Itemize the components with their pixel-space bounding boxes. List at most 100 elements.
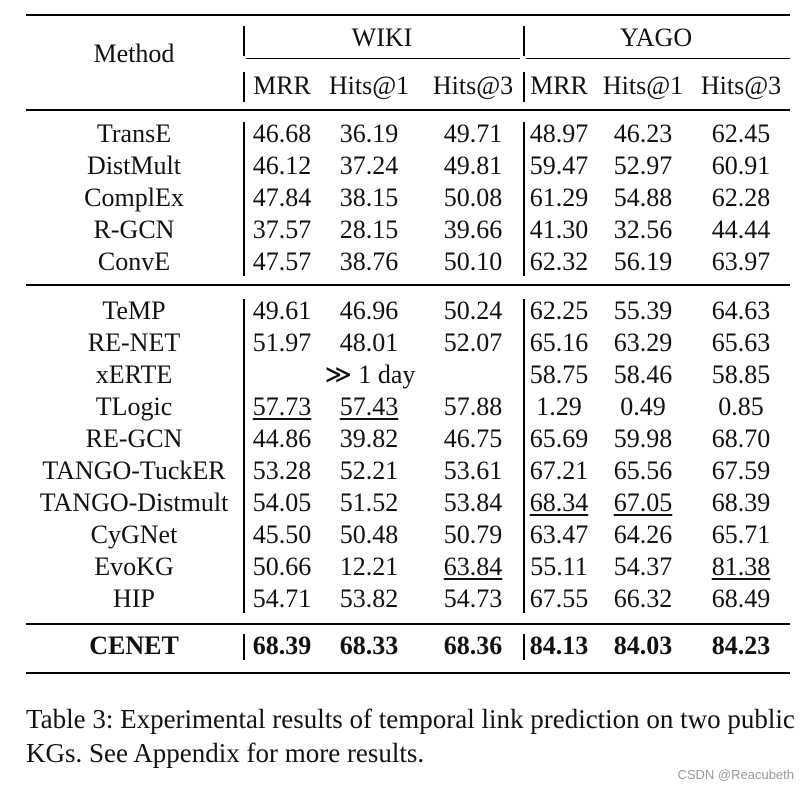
table-cell: 54.05 xyxy=(252,488,312,517)
table-cell: 63.47 xyxy=(529,520,589,549)
table-cell: 65.69 xyxy=(529,424,589,453)
table-cell: 52.97 xyxy=(613,151,673,180)
method-name: R-GCN xyxy=(93,215,175,244)
table-cell: 68.33 xyxy=(339,631,399,660)
column-divider xyxy=(523,299,525,613)
table-cell: 46.75 xyxy=(443,424,503,453)
top-rule xyxy=(26,14,790,16)
table-cell: 56.19 xyxy=(613,247,673,276)
table-cell: 68.49 xyxy=(711,584,771,613)
table-cell: 84.03 xyxy=(613,631,673,660)
method-name: TANGO-Distmult xyxy=(39,488,229,517)
table-cell: 67.21 xyxy=(529,456,589,485)
table-cell: 57.43 xyxy=(339,392,399,421)
table-cell: 68.34 xyxy=(529,488,589,517)
table-cell: 44.86 xyxy=(252,424,312,453)
method-name: HIP xyxy=(113,584,155,613)
table-cell: 62.25 xyxy=(529,296,589,325)
table-cell: 50.66 xyxy=(252,552,312,581)
table-cell: 0.85 xyxy=(718,392,764,421)
method-name: xERTE xyxy=(95,360,173,389)
table-cell: 60.91 xyxy=(711,151,771,180)
table-cell: 52.21 xyxy=(339,456,399,485)
metric-header: Hits@3 xyxy=(432,71,514,100)
bottom-rule xyxy=(26,672,790,674)
table-cell: 53.82 xyxy=(339,584,399,613)
table-cell: 63.97 xyxy=(711,247,771,276)
table-cell: 37.24 xyxy=(339,151,399,180)
table-cell: 37.57 xyxy=(252,215,312,244)
table-cell: 48.01 xyxy=(339,328,399,357)
table-cell: 81.38 xyxy=(711,552,771,581)
table-cell: 67.55 xyxy=(529,584,589,613)
group-header-yago: YAGO xyxy=(619,23,693,52)
section-rule xyxy=(26,284,790,286)
method-name: TransE xyxy=(96,119,172,148)
table-cell: 54.71 xyxy=(252,584,312,613)
table-cell: 62.28 xyxy=(711,183,771,212)
metric-header: Hits@1 xyxy=(602,71,684,100)
table-cell: 64.63 xyxy=(711,296,771,325)
column-divider xyxy=(243,26,245,56)
metric-header: Hits@1 xyxy=(328,71,410,100)
table-cell: 54.37 xyxy=(613,552,673,581)
group-rule xyxy=(526,58,790,60)
table-cell: 41.30 xyxy=(529,215,589,244)
table-cell: 63.29 xyxy=(613,328,673,357)
table-cell: 64.26 xyxy=(613,520,673,549)
table-cell: 53.84 xyxy=(443,488,503,517)
table-cell: 68.39 xyxy=(711,488,771,517)
table-cell: 49.61 xyxy=(252,296,312,325)
table-cell: 65.63 xyxy=(711,328,771,357)
table-cell: 57.73 xyxy=(252,392,312,421)
table-cell: 12.21 xyxy=(339,552,399,581)
column-divider xyxy=(523,634,525,660)
table-cell: 57.88 xyxy=(443,392,503,421)
table-cell: 65.16 xyxy=(529,328,589,357)
column-divider xyxy=(243,299,245,613)
table-cell: 47.57 xyxy=(252,247,312,276)
table-cell: 46.68 xyxy=(252,119,312,148)
method-name: EvoKG xyxy=(94,552,174,581)
table-cell: 66.32 xyxy=(613,584,673,613)
table-cell: 53.61 xyxy=(443,456,503,485)
group-rule xyxy=(246,58,520,60)
method-name: ConvE xyxy=(97,247,171,276)
table-cell: 58.75 xyxy=(529,360,589,389)
method-name: TLogic xyxy=(95,392,173,421)
method-name: CENET xyxy=(89,631,179,660)
group-header-wiki: WIKI xyxy=(351,23,413,52)
table-cell: 54.88 xyxy=(613,183,673,212)
table-cell: 50.24 xyxy=(443,296,503,325)
table-cell: 1.29 xyxy=(536,392,582,421)
table-cell: 68.36 xyxy=(443,631,503,660)
table-cell: 58.46 xyxy=(613,360,673,389)
column-divider xyxy=(523,72,525,102)
column-divider xyxy=(243,122,245,276)
table-cell: 44.44 xyxy=(711,215,771,244)
table-cell: 28.15 xyxy=(339,215,399,244)
table-cell: 48.97 xyxy=(529,119,589,148)
method-name: RE-NET xyxy=(87,328,181,357)
watermark: CSDN @Reacubeth xyxy=(677,767,794,782)
header-rule xyxy=(26,109,790,111)
table-cell: 49.71 xyxy=(443,119,503,148)
table-cell: 51.52 xyxy=(339,488,399,517)
method-name: TeMP xyxy=(102,296,166,325)
table-cell: 84.13 xyxy=(529,631,589,660)
metric-header: Hits@3 xyxy=(700,71,782,100)
method-name: RE-GCN xyxy=(85,424,183,453)
metric-header: MRR xyxy=(253,71,311,100)
column-divider xyxy=(523,122,525,276)
table-cell: 45.50 xyxy=(252,520,312,549)
column-divider xyxy=(243,72,245,102)
table-cell: 50.79 xyxy=(443,520,503,549)
table-cell: 39.82 xyxy=(339,424,399,453)
table-cell: 38.15 xyxy=(339,183,399,212)
table-cell: 59.47 xyxy=(529,151,589,180)
table-cell: 59.98 xyxy=(613,424,673,453)
table-cell: 53.28 xyxy=(252,456,312,485)
table-cell: 63.84 xyxy=(443,552,503,581)
table-cell: 50.08 xyxy=(443,183,503,212)
table-cell: 52.07 xyxy=(443,328,503,357)
